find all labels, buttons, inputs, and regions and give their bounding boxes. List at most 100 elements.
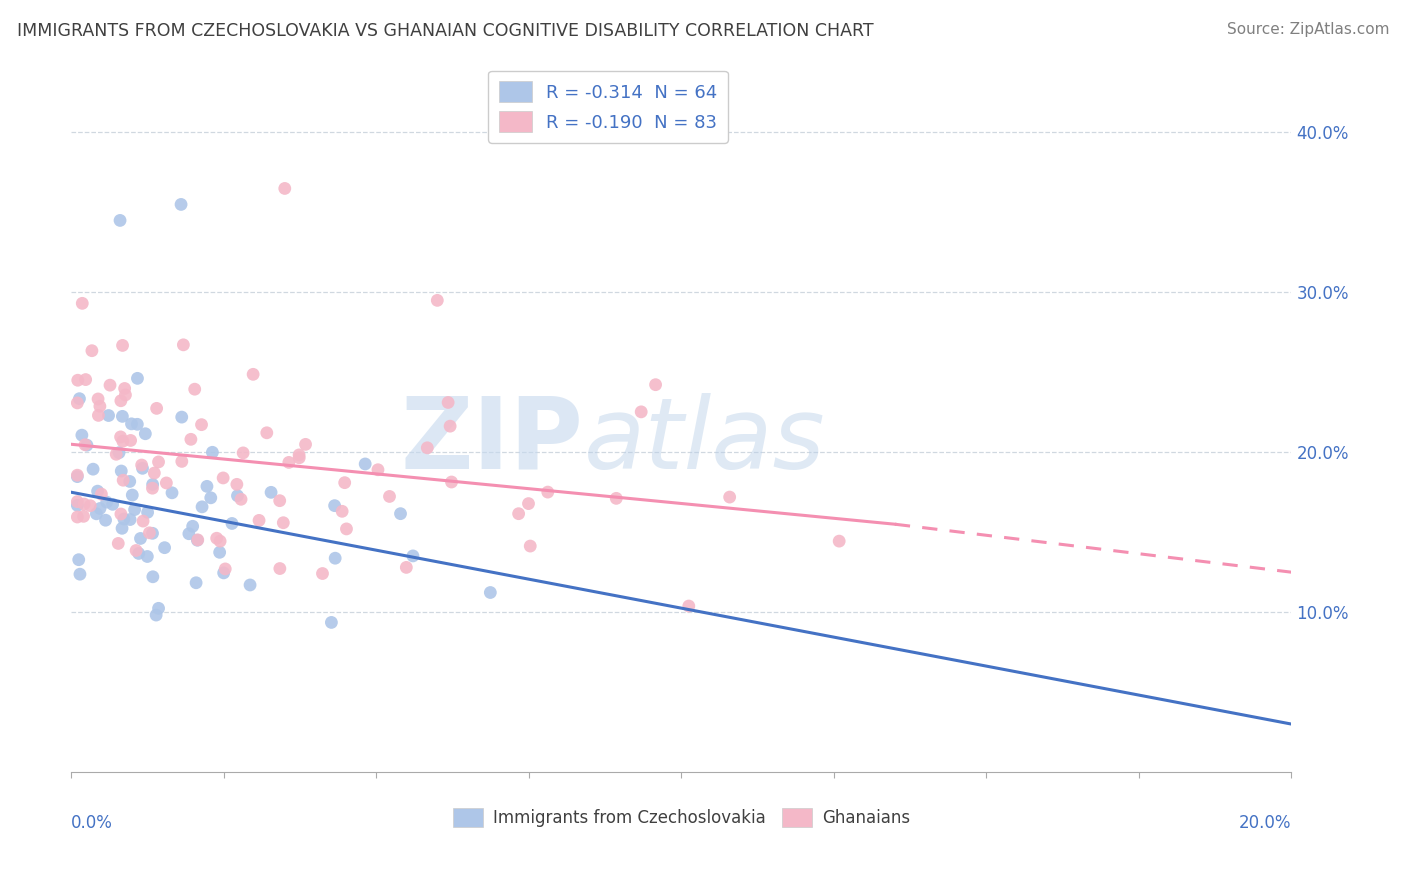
Text: Source: ZipAtlas.com: Source: ZipAtlas.com [1226, 22, 1389, 37]
Point [69, 392, 91, 406]
Point [129, 532, 152, 546]
Point [395, 560, 418, 574]
Point [828, 534, 851, 549]
Point [172, 338, 194, 352]
Point [132, 514, 155, 528]
Point [118, 475, 141, 489]
Point [335, 522, 357, 536]
Point [141, 526, 163, 541]
Point [183, 382, 205, 396]
Point [105, 447, 128, 461]
Point [200, 491, 222, 505]
Point [111, 521, 134, 535]
Point [288, 448, 311, 462]
Point [145, 401, 167, 416]
Point [160, 485, 183, 500]
Point [416, 441, 439, 455]
Point [201, 445, 224, 459]
Point [256, 425, 278, 440]
Point [209, 534, 232, 549]
Point [277, 455, 299, 469]
Point [354, 457, 377, 471]
Point [66, 510, 89, 524]
Point [86, 484, 108, 499]
Point [205, 531, 228, 545]
Point [108, 213, 131, 227]
Point [440, 475, 463, 489]
Point [537, 485, 560, 500]
Point [330, 504, 353, 518]
Point [142, 477, 165, 491]
Point [136, 549, 159, 564]
Point [107, 536, 129, 550]
Point [177, 526, 200, 541]
Point [72, 296, 94, 310]
Point [195, 479, 218, 493]
Point [247, 513, 270, 527]
Point [112, 473, 135, 487]
Point [214, 562, 236, 576]
Point [155, 475, 177, 490]
Point [111, 434, 134, 449]
Text: IMMIGRANTS FROM CZECHOSLOVAKIA VS GHANAIAN COGNITIVE DISABILITY CORRELATION CHAR: IMMIGRANTS FROM CZECHOSLOVAKIA VS GHANAI… [17, 22, 873, 40]
Point [131, 458, 153, 472]
Point [439, 419, 461, 434]
Point [142, 570, 165, 584]
Point [125, 543, 148, 558]
Point [426, 293, 449, 308]
Point [294, 437, 316, 451]
Point [114, 382, 136, 396]
Point [148, 601, 170, 615]
Point [143, 466, 166, 480]
Point [75, 373, 97, 387]
Point [170, 197, 193, 211]
Point [145, 608, 167, 623]
Point [212, 566, 235, 580]
Point [323, 499, 346, 513]
Point [96, 495, 118, 509]
Point [101, 497, 124, 511]
Point [90, 487, 112, 501]
Point [180, 433, 202, 447]
Point [110, 430, 132, 444]
Point [66, 469, 89, 483]
Point [311, 566, 333, 581]
Point [389, 507, 412, 521]
Point [321, 615, 343, 630]
Point [89, 501, 111, 516]
Text: 0.0%: 0.0% [72, 814, 112, 832]
Point [66, 498, 89, 512]
Point [138, 525, 160, 540]
Legend: Immigrants from Czechoslovakia, Ghanaians: Immigrants from Czechoslovakia, Ghanaian… [446, 802, 917, 834]
Point [114, 388, 136, 402]
Point [87, 392, 110, 406]
Point [269, 493, 291, 508]
Point [221, 516, 243, 531]
Point [323, 551, 346, 566]
Point [136, 505, 159, 519]
Point [242, 368, 264, 382]
Text: ZIP: ZIP [401, 392, 583, 490]
Point [239, 578, 262, 592]
Point [112, 512, 135, 526]
Point [212, 471, 235, 485]
Point [121, 417, 143, 431]
Point [170, 410, 193, 425]
Point [120, 512, 142, 526]
Point [89, 399, 111, 413]
Point [605, 491, 627, 506]
Point [519, 539, 541, 553]
Point [127, 417, 149, 432]
Point [333, 475, 356, 490]
Point [80, 343, 103, 358]
Point [66, 494, 89, 508]
Point [110, 464, 132, 478]
Point [79, 499, 101, 513]
Point [269, 561, 291, 575]
Point [110, 507, 132, 521]
Point [186, 533, 208, 548]
Point [508, 507, 530, 521]
Point [69, 567, 91, 582]
Point [86, 507, 108, 521]
Point [225, 477, 247, 491]
